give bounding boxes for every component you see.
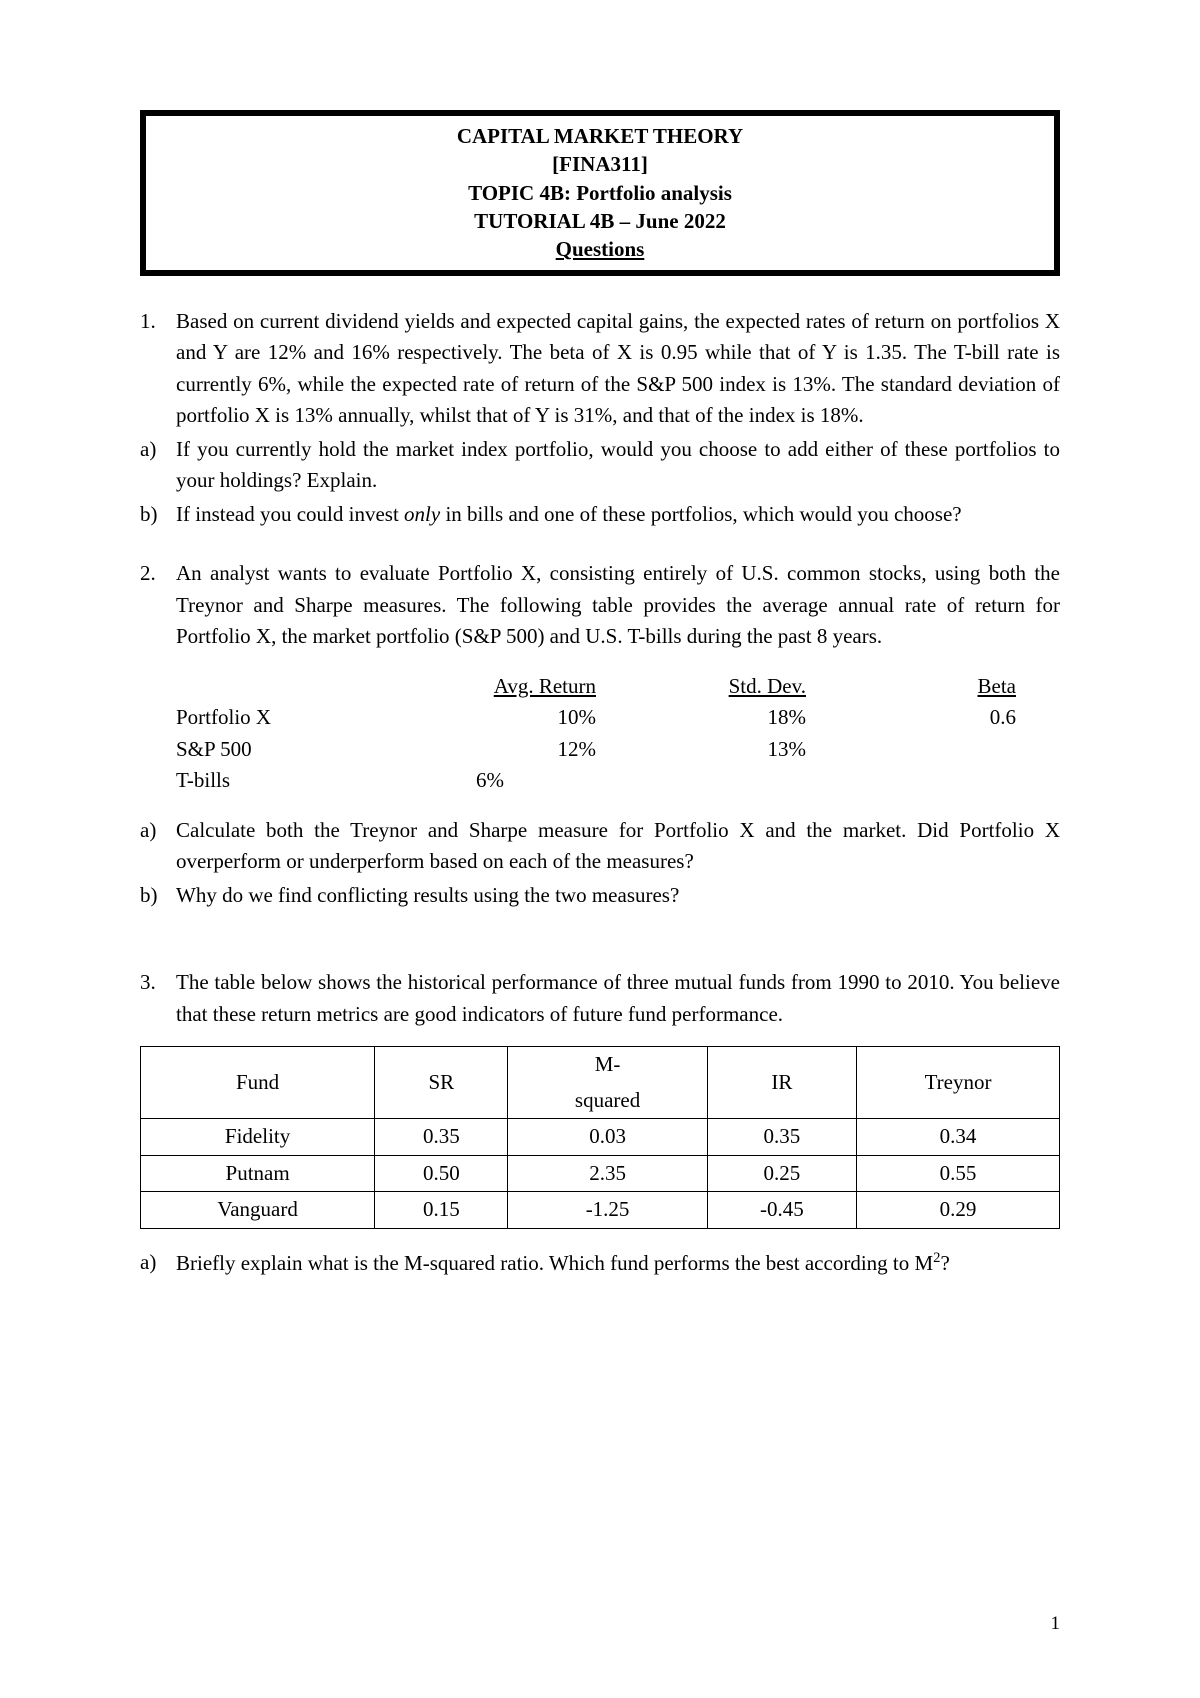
q2-hdr-beta: Beta xyxy=(806,671,1016,703)
q3-hdr-ir: IR xyxy=(707,1047,856,1119)
q3-hdr-sr: SR xyxy=(375,1047,508,1119)
q2-row2-std xyxy=(596,765,806,797)
q3-hdr-m2b: squared xyxy=(508,1083,707,1119)
q2-text: An analyst wants to evaluate Portfolio X… xyxy=(176,558,1060,653)
q3-hdr-m2a: M- xyxy=(508,1047,707,1083)
q3-number: 3. xyxy=(140,967,176,1030)
q3-hdr-treynor: Treynor xyxy=(857,1047,1060,1119)
q3-text: The table below shows the historical per… xyxy=(176,967,1060,1030)
q3-r2-ir: -0.45 xyxy=(707,1192,856,1229)
q1-number: 1. xyxy=(140,306,176,432)
q2-row2-beta xyxy=(806,765,1016,797)
q1b-pre: If instead you could invest xyxy=(176,502,404,526)
header-line-3: TOPIC 4B: Portfolio analysis xyxy=(146,179,1054,207)
question-1: 1. Based on current dividend yields and … xyxy=(140,306,1060,531)
q3-r0-ir: 0.35 xyxy=(707,1119,856,1156)
q2-row0-avg: 10% xyxy=(386,702,596,734)
q3-hdr-fund: Fund xyxy=(141,1047,375,1119)
q3-r1-ir: 0.25 xyxy=(707,1155,856,1192)
q3-r1-sr: 0.50 xyxy=(375,1155,508,1192)
q3-r1-fund: Putnam xyxy=(141,1155,375,1192)
q2-row2-name: T-bills xyxy=(176,765,386,797)
header-line-5: Questions xyxy=(146,235,1054,263)
q2-row0-beta: 0.6 xyxy=(806,702,1016,734)
q3-r0-fund: Fidelity xyxy=(141,1119,375,1156)
q2-row1-name: S&P 500 xyxy=(176,734,386,766)
q1-text: Based on current dividend yields and exp… xyxy=(176,306,1060,432)
q1b-text: If instead you could invest only in bill… xyxy=(176,499,1060,531)
q2-hdr-avg: Avg. Return xyxy=(386,671,596,703)
q2-table-blank xyxy=(176,671,386,703)
q3a-marker: a) xyxy=(140,1247,176,1280)
q3-r0-sr: 0.35 xyxy=(375,1119,508,1156)
q3a-text: Briefly explain what is the M-squared ra… xyxy=(176,1247,1060,1280)
q3-performance-table: Fund SR M- IR Treynor squared Fidelity 0… xyxy=(140,1046,1060,1229)
q1b-post: in bills and one of these portfolios, wh… xyxy=(440,502,961,526)
q3-r2-fund: Vanguard xyxy=(141,1192,375,1229)
q2a-marker: a) xyxy=(140,815,176,878)
q2a-text: Calculate both the Treynor and Sharpe me… xyxy=(176,815,1060,878)
q3-r0-m2: 0.03 xyxy=(508,1119,707,1156)
q2b-text: Why do we find conflicting results using… xyxy=(176,880,1060,912)
q2-data-table: Avg. Return Std. Dev. Beta Portfolio X 1… xyxy=(176,671,1060,797)
q3-r2-sr: 0.15 xyxy=(375,1192,508,1229)
q2-hdr-std: Std. Dev. xyxy=(596,671,806,703)
q2-row0-std: 18% xyxy=(596,702,806,734)
q3-r1-treynor: 0.55 xyxy=(857,1155,1060,1192)
q2-row1-avg: 12% xyxy=(386,734,596,766)
q3-r1-m2: 2.35 xyxy=(508,1155,707,1192)
table-row: Fidelity 0.35 0.03 0.35 0.34 xyxy=(141,1119,1060,1156)
table-row: Vanguard 0.15 -1.25 -0.45 0.29 xyxy=(141,1192,1060,1229)
q2-row2-avg: 6% xyxy=(386,765,596,797)
q2-row1-std: 13% xyxy=(596,734,806,766)
q2-row1-beta xyxy=(806,734,1016,766)
q3-r2-m2: -1.25 xyxy=(508,1192,707,1229)
q3a-pre: Briefly explain what is the M-squared ra… xyxy=(176,1251,933,1275)
page-number: 1 xyxy=(1051,1610,1061,1639)
header-line-4: TUTORIAL 4B – June 2022 xyxy=(146,207,1054,235)
table-row: Putnam 0.50 2.35 0.25 0.55 xyxy=(141,1155,1060,1192)
header-line-2: [FINA311] xyxy=(146,150,1054,178)
q2b-marker: b) xyxy=(140,880,176,912)
q3a-sup: 2 xyxy=(933,1250,940,1266)
question-3: 3. The table below shows the historical … xyxy=(140,967,1060,1279)
q1b-italic: only xyxy=(404,502,440,526)
q1a-text: If you currently hold the market index p… xyxy=(176,434,1060,497)
q1a-marker: a) xyxy=(140,434,176,497)
q2-row0-name: Portfolio X xyxy=(176,702,386,734)
header-line-1: CAPITAL MARKET THEORY xyxy=(146,122,1054,150)
q3-r0-treynor: 0.34 xyxy=(857,1119,1060,1156)
q3a-post: ? xyxy=(941,1251,950,1275)
question-2: 2. An analyst wants to evaluate Portfoli… xyxy=(140,558,1060,911)
q1b-marker: b) xyxy=(140,499,176,531)
q2-number: 2. xyxy=(140,558,176,653)
q3-r2-treynor: 0.29 xyxy=(857,1192,1060,1229)
document-header: CAPITAL MARKET THEORY [FINA311] TOPIC 4B… xyxy=(140,110,1060,276)
